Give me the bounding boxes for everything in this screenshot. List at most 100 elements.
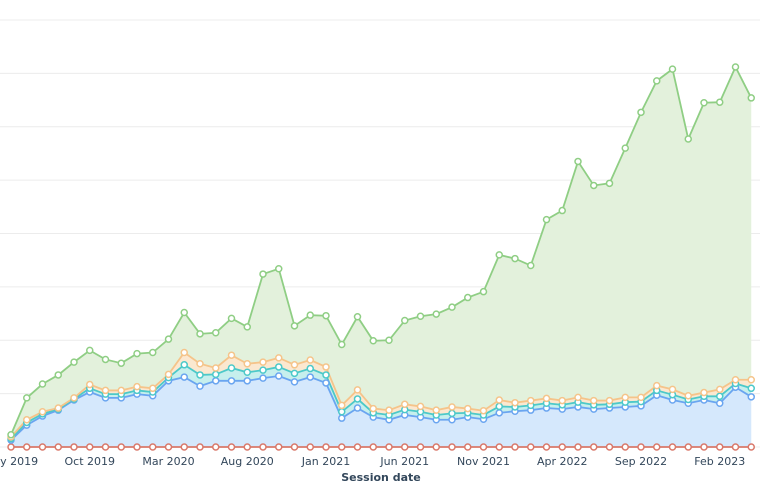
- point: [243, 443, 251, 451]
- point: [385, 443, 393, 451]
- point: [212, 377, 220, 385]
- point: [637, 108, 645, 117]
- point: [716, 443, 724, 451]
- lines: [7, 63, 755, 451]
- point: [558, 206, 566, 215]
- point: [479, 406, 488, 415]
- point: [432, 406, 440, 414]
- x-tick-label: Jun 2021: [379, 455, 429, 468]
- point: [369, 337, 377, 345]
- point: [275, 372, 283, 380]
- point: [7, 443, 15, 451]
- point: [259, 270, 267, 278]
- point: [448, 416, 456, 424]
- point: [243, 359, 251, 368]
- area: [11, 376, 752, 447]
- point: [38, 408, 47, 416]
- point: [322, 311, 330, 320]
- point: [684, 392, 692, 400]
- x-tick-label: Aug 2020: [221, 455, 274, 468]
- point: [86, 380, 94, 389]
- point: [259, 366, 267, 374]
- point: [180, 308, 188, 317]
- point: [243, 377, 251, 385]
- point: [416, 312, 425, 320]
- point: [574, 157, 582, 166]
- point: [479, 287, 488, 296]
- point: [101, 386, 110, 395]
- point: [353, 404, 362, 412]
- point: [448, 403, 456, 411]
- point: [227, 377, 236, 385]
- point: [668, 65, 677, 73]
- point: [527, 443, 535, 451]
- point: [212, 364, 220, 372]
- point: [621, 393, 629, 402]
- point: [290, 322, 299, 330]
- point: [495, 251, 503, 259]
- x-tick-label: Apr 2022: [537, 455, 588, 468]
- point: [542, 443, 551, 451]
- point: [306, 443, 314, 451]
- point: [243, 323, 251, 331]
- point: [464, 293, 472, 302]
- point: [495, 402, 503, 411]
- point: [23, 416, 31, 424]
- point: [180, 348, 188, 357]
- point: [668, 385, 677, 394]
- point: [716, 98, 724, 106]
- point: [196, 382, 204, 390]
- x-tick-label: Mar 2020: [142, 455, 194, 468]
- point: [416, 402, 425, 411]
- point: [38, 380, 47, 388]
- point: [133, 349, 141, 358]
- point: [164, 370, 173, 379]
- point: [464, 443, 472, 451]
- point: [338, 401, 346, 410]
- point: [290, 369, 299, 378]
- point: [637, 443, 645, 451]
- point: [180, 361, 188, 369]
- point: [605, 443, 614, 451]
- point: [275, 363, 283, 371]
- point: [306, 364, 314, 373]
- point: [511, 254, 519, 263]
- point: [448, 443, 456, 451]
- point: [54, 404, 62, 412]
- point: [86, 346, 94, 355]
- point: [464, 404, 472, 413]
- point: [527, 396, 535, 405]
- point: [747, 94, 755, 102]
- point: [747, 443, 755, 451]
- point: [275, 354, 283, 362]
- point: [164, 335, 173, 343]
- point: [590, 396, 598, 405]
- point: [306, 356, 314, 364]
- point: [432, 310, 440, 318]
- point: [511, 443, 519, 451]
- point: [227, 364, 236, 372]
- point: [747, 393, 755, 401]
- point: [54, 371, 62, 379]
- point: [401, 316, 409, 325]
- point: [322, 371, 330, 379]
- point: [558, 443, 566, 451]
- point: [700, 388, 708, 397]
- point: [731, 63, 740, 71]
- point: [290, 361, 299, 369]
- point: [117, 386, 125, 395]
- point: [495, 443, 503, 451]
- point: [212, 443, 220, 451]
- point: [542, 215, 551, 224]
- point: [353, 443, 362, 451]
- point: [369, 404, 377, 413]
- point: [275, 443, 283, 451]
- point: [385, 336, 393, 344]
- point: [275, 264, 283, 273]
- point: [338, 443, 346, 451]
- point: [590, 181, 598, 190]
- point: [196, 443, 204, 451]
- point: [700, 443, 708, 451]
- point: [227, 314, 236, 323]
- point: [227, 351, 236, 359]
